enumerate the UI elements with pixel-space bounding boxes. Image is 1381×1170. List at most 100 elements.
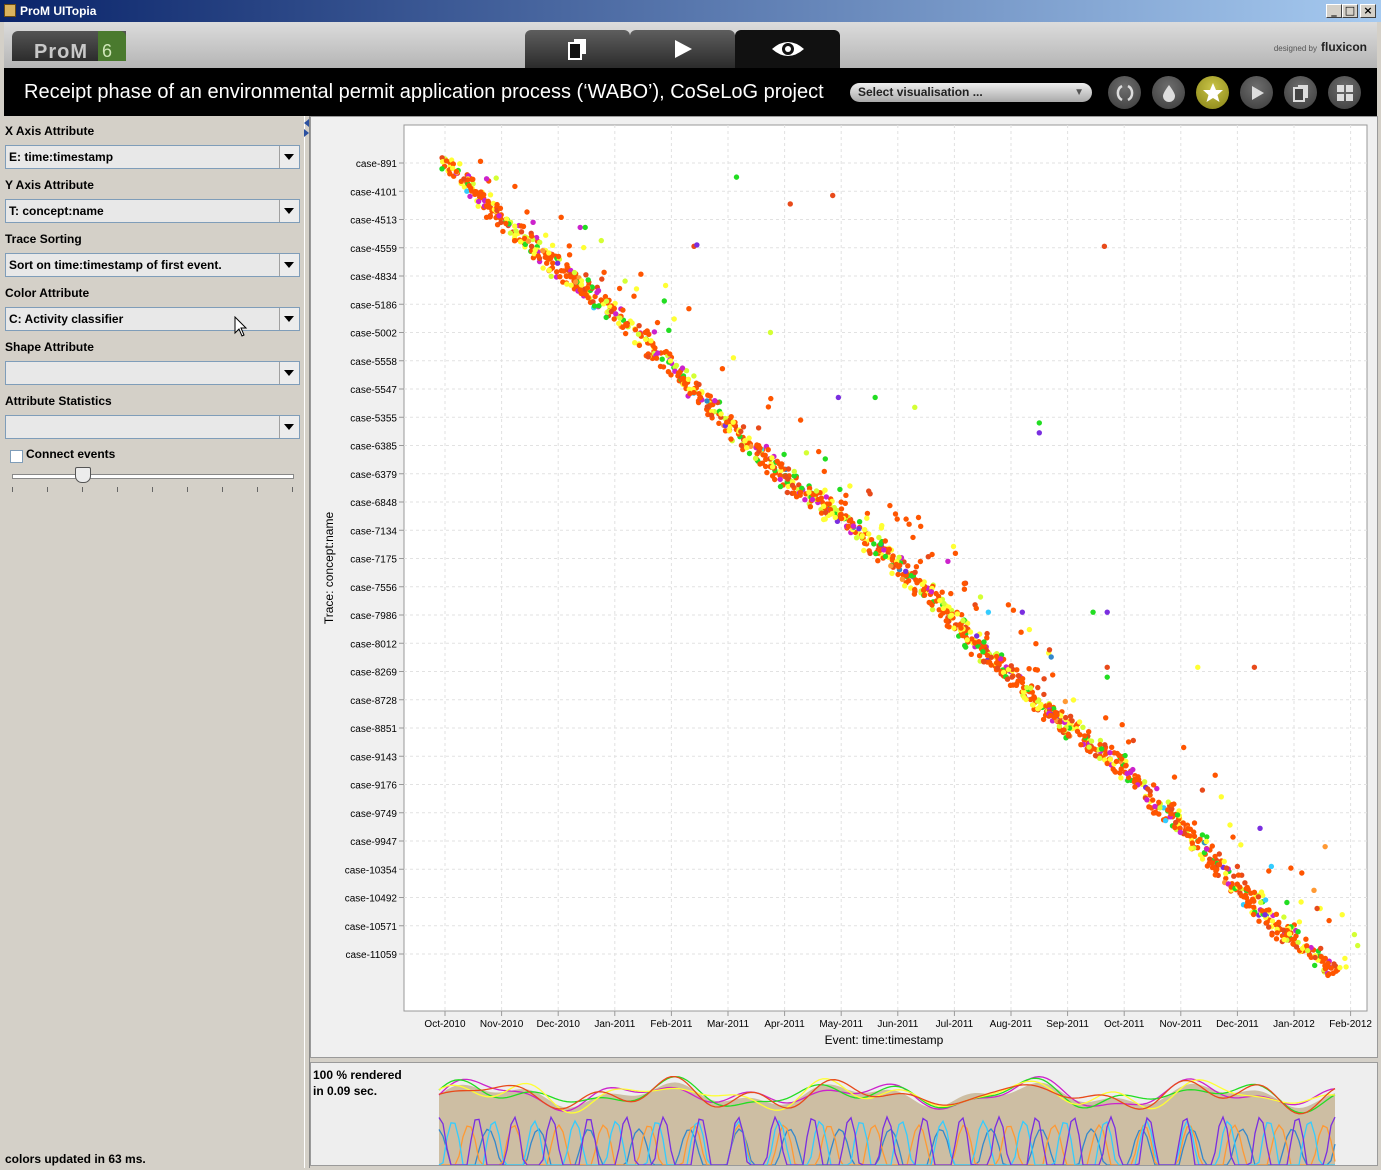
event-dot xyxy=(1296,919,1303,925)
event-dot xyxy=(837,486,843,493)
attribute-statistics-dropdown[interactable] xyxy=(5,415,300,439)
dotted-chart-area[interactable]: case-891 case-4101 case-4513 case-4559 case-… xyxy=(310,116,1378,1058)
event-dot xyxy=(1203,838,1210,845)
y-axis-dropdown[interactable]: T: concept:name xyxy=(5,199,300,223)
event-dot xyxy=(1199,856,1206,862)
event-dot xyxy=(620,307,626,313)
event-dot xyxy=(1322,966,1329,972)
event-dot xyxy=(1109,744,1115,750)
trace-sorting-dropdown[interactable]: Sort on time:timestamp of first event. xyxy=(5,253,300,277)
tab-views[interactable] xyxy=(735,30,840,68)
minimize-button[interactable]: _ xyxy=(1326,4,1342,18)
x-axis-dropdown[interactable]: E: time:timestamp xyxy=(5,145,300,169)
event-dot xyxy=(496,213,502,219)
event-dot xyxy=(1212,853,1218,860)
shape-attribute-dropdown[interactable] xyxy=(5,361,300,385)
logo-version: 6 xyxy=(102,41,113,61)
refresh-view-button[interactable] xyxy=(1108,76,1141,109)
event-dot xyxy=(738,428,744,435)
event-dot xyxy=(1076,719,1083,725)
x-tick-label: Jan-2012 xyxy=(1273,1019,1315,1030)
event-dot xyxy=(1046,702,1053,708)
favorite-button[interactable] xyxy=(1196,76,1229,109)
connect-events-checkbox[interactable] xyxy=(10,450,23,463)
y-tick-label: case-6385 xyxy=(350,442,397,453)
tab-actions[interactable] xyxy=(630,30,735,68)
event-dot xyxy=(913,577,919,583)
event-dot xyxy=(1056,723,1063,729)
dot-size-slider-thumb[interactable] xyxy=(75,467,91,483)
event-dot xyxy=(1246,903,1252,909)
event-dot xyxy=(936,607,942,613)
color-attribute-label: Color Attribute xyxy=(5,286,90,300)
play-button[interactable] xyxy=(1240,76,1273,109)
export-button[interactable] xyxy=(1284,76,1317,109)
event-dot xyxy=(952,550,959,556)
event-dot xyxy=(573,279,579,285)
event-dot xyxy=(985,609,992,615)
attribute-statistics-label: Attribute Statistics xyxy=(5,394,112,408)
x-tick-label: Dec-2011 xyxy=(1216,1019,1259,1030)
render-progress: 100 % rendered xyxy=(313,1068,402,1082)
star-icon xyxy=(1202,82,1223,102)
event-dot xyxy=(1088,738,1095,744)
event-dot xyxy=(1325,972,1331,979)
overview-series-line xyxy=(438,1119,1335,1165)
select-visualisation-dropdown[interactable]: Select visualisation ... ▼ xyxy=(850,83,1092,102)
event-dot xyxy=(1097,737,1104,744)
overview-panel[interactable]: 100 % rendered in 0.09 sec. xyxy=(310,1062,1378,1166)
view-header: Receipt phase of an environmental permit… xyxy=(4,68,1377,116)
event-dot xyxy=(827,506,834,513)
event-dot xyxy=(1035,684,1041,691)
event-dot xyxy=(1090,609,1096,615)
event-dot xyxy=(518,229,525,235)
event-dot xyxy=(503,220,509,227)
event-dot xyxy=(1101,243,1108,250)
event-dot xyxy=(598,297,604,303)
event-dot xyxy=(886,546,892,553)
event-dot xyxy=(632,340,638,346)
color-attribute-dropdown[interactable]: C: Activity classifier xyxy=(5,307,300,337)
y-tick-label: case-9947 xyxy=(350,837,397,848)
event-dot xyxy=(1019,609,1026,615)
event-dot xyxy=(582,224,588,231)
event-dot xyxy=(783,473,789,479)
event-dot xyxy=(718,411,724,417)
event-dot xyxy=(585,295,591,301)
event-dot xyxy=(933,590,939,597)
maximize-button[interactable]: □ xyxy=(1342,4,1358,18)
event-dot xyxy=(566,252,573,258)
event-dot xyxy=(497,205,504,211)
event-dot xyxy=(1048,712,1054,719)
event-dot xyxy=(1030,702,1036,708)
event-dot xyxy=(912,586,918,593)
event-dot xyxy=(467,193,473,200)
event-dot xyxy=(912,404,918,411)
event-dot xyxy=(1273,911,1280,917)
event-dot xyxy=(659,356,665,362)
event-dot xyxy=(806,485,813,491)
event-dot xyxy=(785,483,791,490)
tab-workspace[interactable] xyxy=(525,30,630,68)
event-dot xyxy=(763,456,769,463)
event-dot xyxy=(1015,673,1022,679)
event-dot xyxy=(544,255,550,261)
event-dot xyxy=(958,612,965,618)
event-dot xyxy=(1216,851,1222,857)
event-dot xyxy=(667,351,673,357)
color-button[interactable] xyxy=(1152,76,1185,109)
event-dot xyxy=(1010,682,1016,688)
layout-grid-button[interactable] xyxy=(1328,76,1361,109)
event-dot xyxy=(974,633,980,639)
dot-size-slider-track[interactable] xyxy=(12,474,294,479)
event-dot xyxy=(903,516,909,522)
event-dot xyxy=(1147,792,1153,798)
event-dot xyxy=(1337,964,1343,971)
event-dot xyxy=(1062,698,1068,705)
close-button[interactable]: × xyxy=(1360,4,1376,18)
panel-splitter[interactable] xyxy=(304,116,310,1168)
event-dot xyxy=(591,303,598,309)
event-dot xyxy=(878,541,884,547)
event-dot xyxy=(603,298,610,304)
event-dot xyxy=(785,466,792,472)
